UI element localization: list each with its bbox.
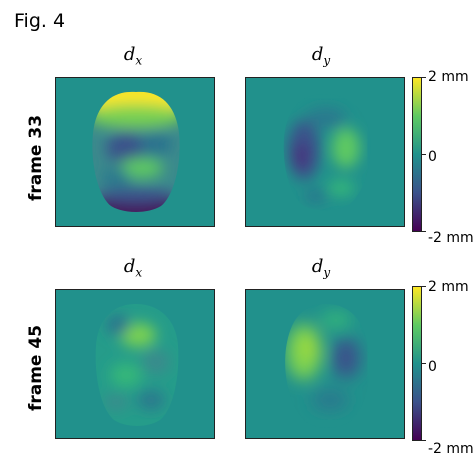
colorbar-row1: [412, 77, 422, 232]
figure-label: Fig. 4: [14, 10, 66, 32]
map-frame45-dx: [55, 289, 215, 439]
map-frame33-dx: [55, 77, 215, 227]
row-label-frame-45: frame 45: [26, 324, 46, 412]
column-title-dy-row2: dy: [311, 256, 331, 280]
colorbar-row2-tick-max: [422, 286, 426, 287]
colorbar-row1-max-label: 2 mm: [428, 69, 469, 85]
colorbar-row2-tick-mid: [422, 363, 426, 364]
colorbar-row2: [412, 286, 422, 441]
colorbar-row1-tick-min: [422, 231, 426, 232]
colorbar-row2-min-label: -2 mm: [428, 441, 474, 457]
column-title-dx-row2: dx: [123, 256, 143, 280]
colorbar-row1-min-label: -2 mm: [428, 230, 474, 246]
colorbar-row2-mid-label: 0: [428, 359, 437, 375]
column-title-dy-row1: dy: [311, 44, 331, 68]
column-title-dx-row1: dx: [123, 44, 143, 68]
row-label-frame-33: frame 33: [26, 114, 46, 202]
map-frame45-dy: [245, 289, 405, 439]
map-frame33-dy: [245, 77, 405, 227]
colorbar-row1-mid-label: 0: [428, 149, 437, 165]
colorbar-row2-tick-min: [422, 440, 426, 441]
colorbar-row1-tick-mid: [422, 154, 426, 155]
colorbar-row1-tick-max: [422, 77, 426, 78]
colorbar-row2-max-label: 2 mm: [428, 279, 469, 295]
